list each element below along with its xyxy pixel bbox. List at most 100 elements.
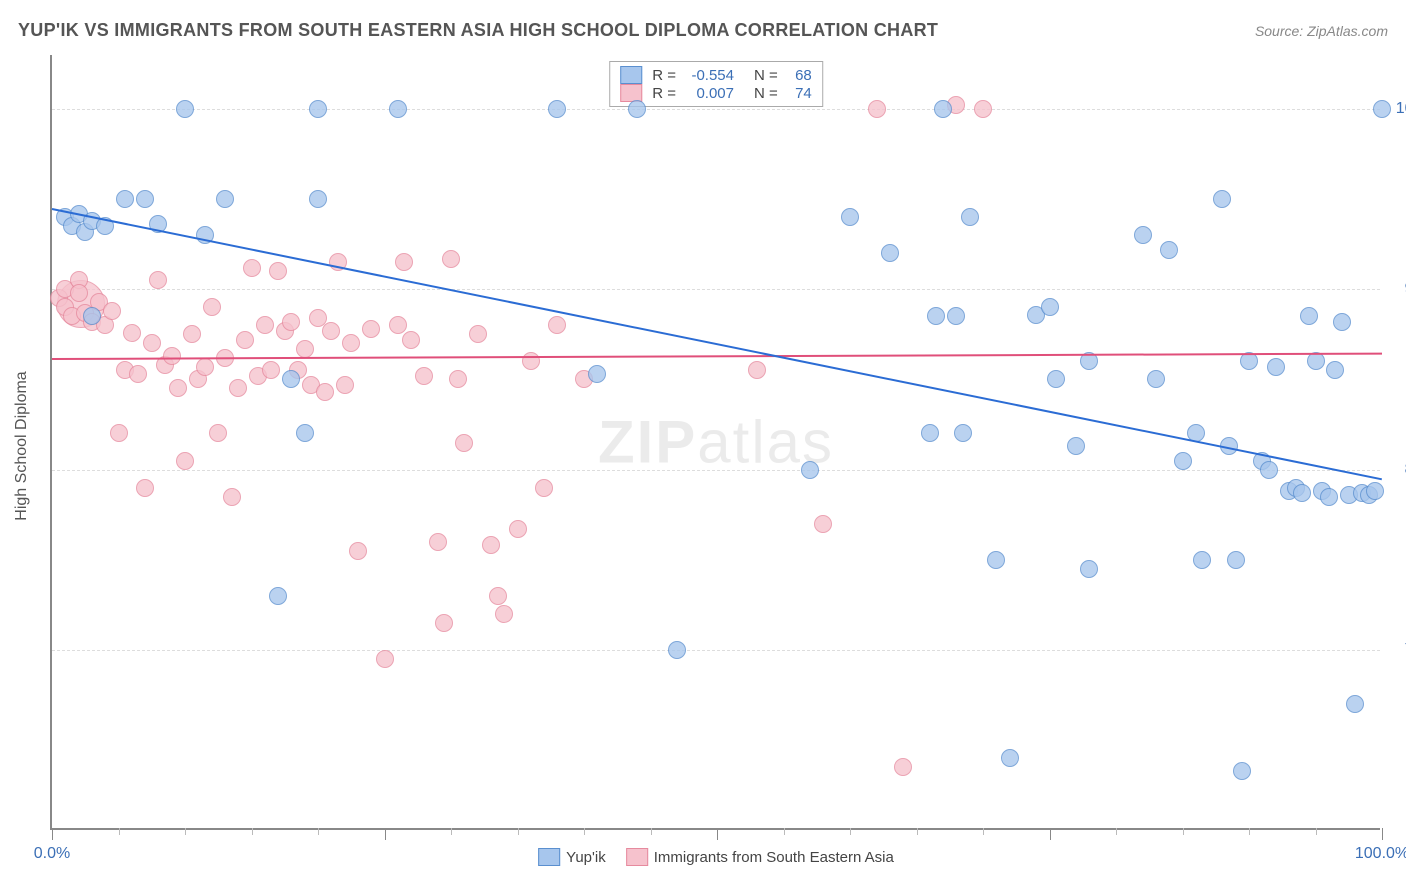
data-point: [216, 190, 234, 208]
data-point: [1307, 352, 1325, 370]
data-point: [927, 307, 945, 325]
data-point: [349, 542, 367, 560]
data-point: [282, 313, 300, 331]
x-tick-major: [385, 828, 386, 840]
data-point: [1300, 307, 1318, 325]
x-tick-label: 0.0%: [34, 845, 70, 863]
scatter-plot: ZIPatlas R = -0.554 N = 68 R = 0.007 N =…: [50, 55, 1380, 830]
data-point: [947, 307, 965, 325]
data-point: [1213, 190, 1231, 208]
data-point: [668, 641, 686, 659]
data-point: [103, 302, 121, 320]
data-point: [116, 190, 134, 208]
data-point: [535, 479, 553, 497]
data-point: [1193, 551, 1211, 569]
data-point: [1080, 560, 1098, 578]
data-point: [455, 434, 473, 452]
data-point: [1001, 749, 1019, 767]
data-point: [1174, 452, 1192, 470]
x-tick-minor: [983, 828, 984, 835]
y-axis-label: High School Diploma: [13, 371, 31, 520]
data-point: [110, 424, 128, 442]
y-tick-label: 100.0%: [1390, 100, 1406, 118]
data-point: [229, 379, 247, 397]
x-tick-major: [717, 828, 718, 840]
x-tick-label: 100.0%: [1355, 845, 1406, 863]
data-point: [223, 488, 241, 506]
data-point: [322, 322, 340, 340]
data-point: [482, 536, 500, 554]
stats-row-a: R = -0.554 N = 68: [620, 66, 812, 84]
data-point: [1366, 482, 1384, 500]
data-point: [183, 325, 201, 343]
data-point: [389, 100, 407, 118]
x-tick-major: [1050, 828, 1051, 840]
data-point: [509, 520, 527, 538]
gridline: [52, 470, 1380, 471]
swatch-a-bottom: [538, 848, 560, 866]
data-point: [495, 605, 513, 623]
data-point: [342, 334, 360, 352]
chart-title: YUP'IK VS IMMIGRANTS FROM SOUTH EASTERN …: [18, 20, 938, 41]
x-tick-minor: [185, 828, 186, 835]
data-point: [149, 271, 167, 289]
data-point: [868, 100, 886, 118]
data-point: [129, 365, 147, 383]
data-point: [881, 244, 899, 262]
data-point: [1134, 226, 1152, 244]
x-tick-minor: [784, 828, 785, 835]
x-tick-minor: [252, 828, 253, 835]
data-point: [176, 100, 194, 118]
data-point: [442, 250, 460, 268]
data-point: [429, 533, 447, 551]
data-point: [1160, 241, 1178, 259]
data-point: [748, 361, 766, 379]
data-point: [961, 208, 979, 226]
data-point: [209, 424, 227, 442]
data-point: [136, 479, 154, 497]
data-point: [83, 307, 101, 325]
data-point: [934, 100, 952, 118]
x-tick-minor: [651, 828, 652, 835]
x-tick-major: [1382, 828, 1383, 840]
x-tick-minor: [318, 828, 319, 835]
data-point: [309, 100, 327, 118]
data-point: [143, 334, 161, 352]
series-legend: Yup'ik Immigrants from South Eastern Asi…: [538, 848, 894, 866]
data-point: [316, 383, 334, 401]
data-point: [1373, 100, 1391, 118]
swatch-b-bottom: [626, 848, 648, 866]
stats-row-b: R = 0.007 N = 74: [620, 84, 812, 102]
data-point: [282, 370, 300, 388]
data-point: [1147, 370, 1165, 388]
x-tick-minor: [584, 828, 585, 835]
x-tick-minor: [518, 828, 519, 835]
x-tick-minor: [1316, 828, 1317, 835]
x-tick-major: [52, 828, 53, 840]
x-tick-minor: [1249, 828, 1250, 835]
data-point: [362, 320, 380, 338]
data-point: [336, 376, 354, 394]
swatch-a: [620, 66, 642, 84]
data-point: [489, 587, 507, 605]
gridline: [52, 650, 1380, 651]
data-point: [163, 347, 181, 365]
data-point: [309, 190, 327, 208]
data-point: [588, 365, 606, 383]
data-point: [243, 259, 261, 277]
data-point: [269, 587, 287, 605]
data-point: [262, 361, 280, 379]
data-point: [954, 424, 972, 442]
data-point: [70, 284, 88, 302]
data-point: [987, 551, 1005, 569]
data-point: [269, 262, 287, 280]
data-point: [841, 208, 859, 226]
data-point: [123, 324, 141, 342]
data-point: [176, 452, 194, 470]
data-point: [469, 325, 487, 343]
data-point: [203, 298, 221, 316]
data-point: [236, 331, 254, 349]
data-point: [449, 370, 467, 388]
x-tick-minor: [1183, 828, 1184, 835]
legend-item-a: Yup'ik: [538, 848, 606, 866]
